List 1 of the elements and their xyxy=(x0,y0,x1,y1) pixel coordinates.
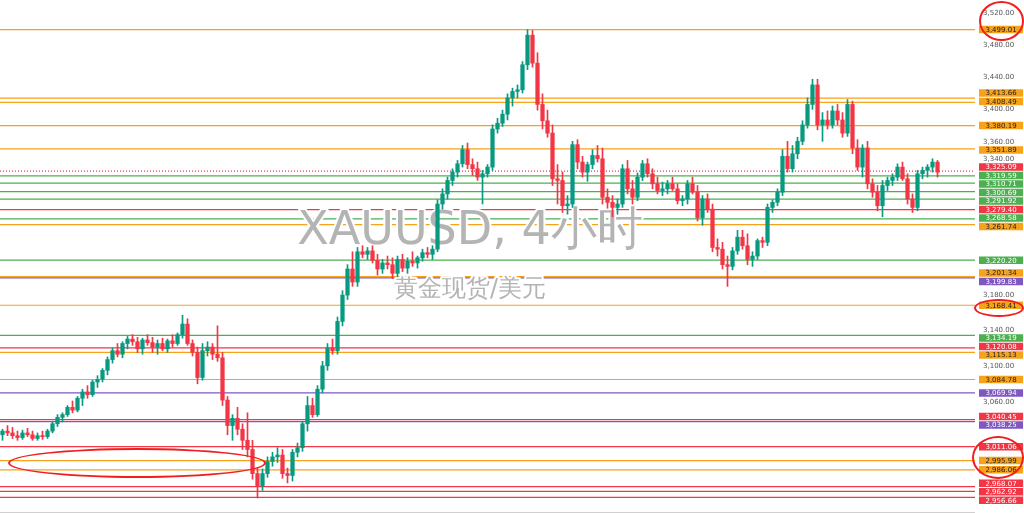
text: 黄金现货/美元 xyxy=(393,274,547,303)
